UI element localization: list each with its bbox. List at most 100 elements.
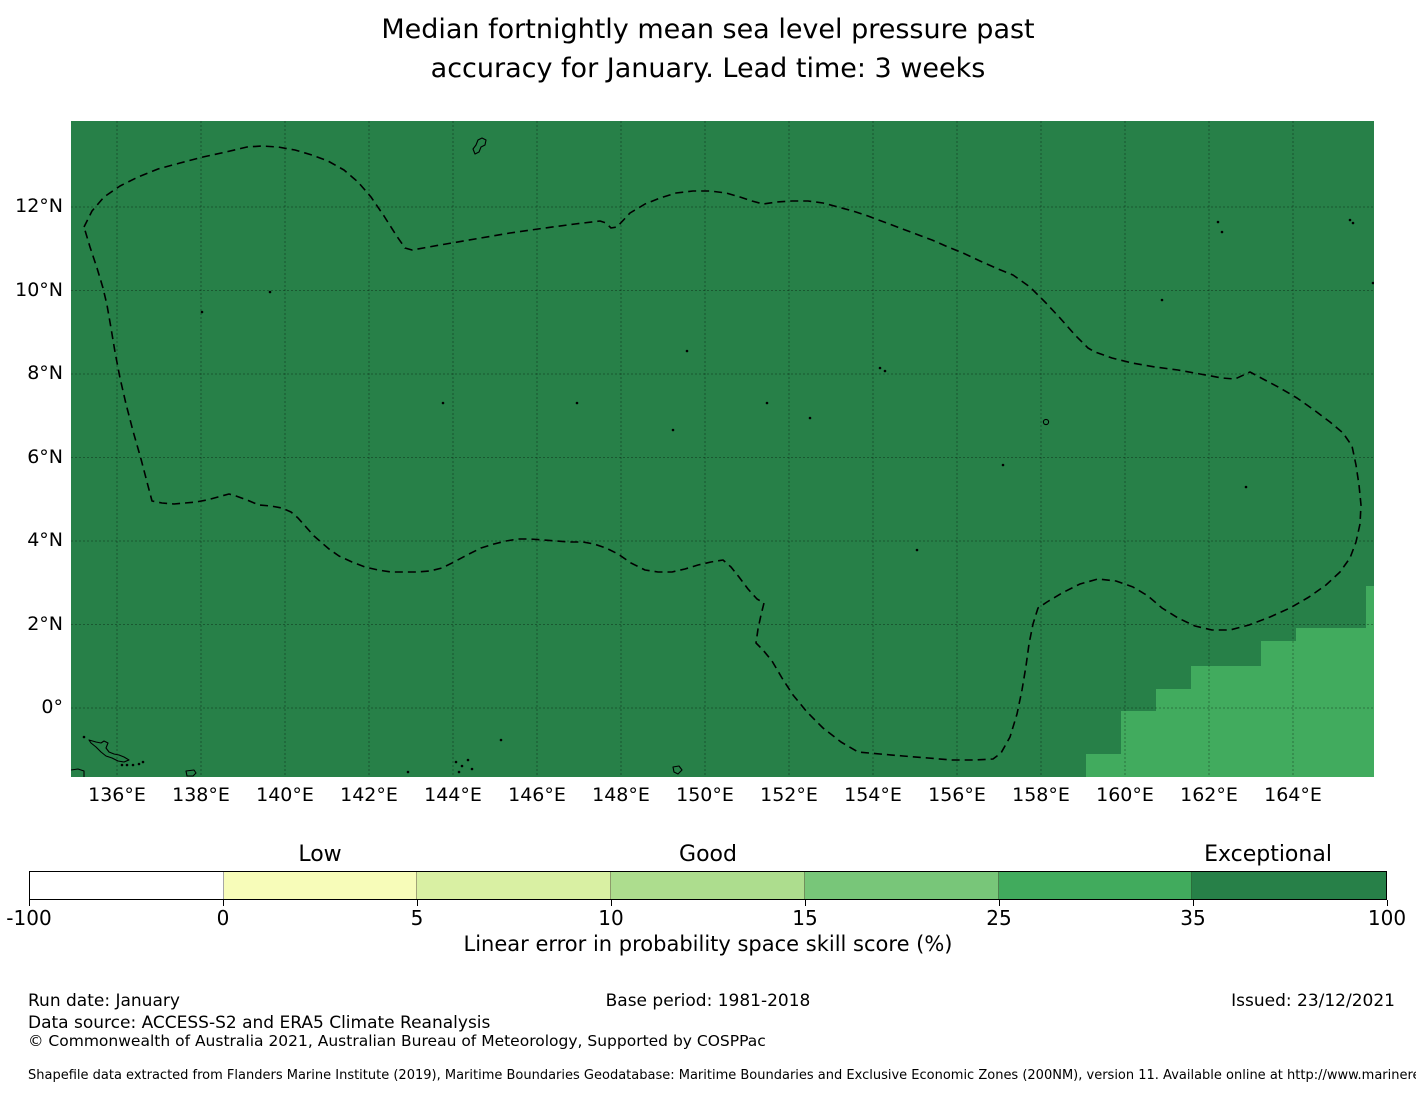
colorbar-tick-label: 25: [986, 906, 1012, 930]
colorbar-tick-mark: [223, 900, 225, 906]
island-dot: [883, 369, 887, 373]
chart-title: Median fortnightly mean sea level pressu…: [0, 10, 1416, 88]
map-plot: [70, 121, 1375, 777]
chart-title-line1: Median fortnightly mean sea level pressu…: [381, 14, 1035, 45]
x-tick-label: 160°E: [1096, 784, 1154, 806]
colorbar-tick-mark: [805, 900, 807, 906]
map-fill-exceptional: [71, 121, 1374, 777]
coastline-fragment-southwest: [70, 768, 85, 777]
colorbar-segment: [417, 872, 612, 899]
island-dot: [1348, 218, 1352, 222]
y-tick-label: 10°N: [15, 278, 63, 301]
coastline-fragment-island: [185, 769, 197, 777]
x-tick-label: 152°E: [760, 784, 818, 806]
footer-base-period: Base period: 1981-2018: [605, 991, 811, 1011]
guam-island-outline: [472, 137, 487, 155]
island-dot: [878, 366, 882, 370]
colorbar-tick-label: 100: [1367, 906, 1407, 930]
x-tick-label: 148°E: [592, 784, 650, 806]
y-tick-label: 12°N: [15, 195, 63, 217]
y-tick-label: 6°N: [27, 445, 63, 468]
island-dot: [200, 310, 204, 314]
colorbar-segment: [998, 872, 1193, 899]
x-tick-label: 146°E: [508, 784, 566, 806]
map-svg: [70, 121, 1375, 777]
island-dot: [406, 770, 410, 774]
island-dot: [141, 760, 145, 764]
colorbar-tick-mark: [29, 900, 31, 906]
colorbar-tick-mark: [417, 900, 419, 906]
island-dot: [1216, 220, 1220, 224]
x-tick-label: 142°E: [340, 784, 398, 806]
map-fill-25-35-region: [1086, 586, 1374, 777]
x-tick-label: 138°E: [172, 784, 230, 806]
island-dot: [685, 349, 689, 353]
island-dot: [125, 763, 129, 767]
island-dot: [1001, 463, 1005, 467]
new-hanover-island-outline: [88, 739, 130, 763]
y-tick-label: 8°N: [27, 362, 63, 384]
colorbar-tick-mark: [1193, 900, 1195, 906]
footer-run-date: Run date: January: [28, 991, 180, 1011]
x-tick-label: 144°E: [424, 784, 482, 806]
island-dot: [1351, 221, 1355, 225]
colorbar-tick-label: -100: [6, 906, 52, 930]
chart-title-line2: accuracy for January. Lead time: 3 weeks: [430, 53, 986, 84]
island-dot: [131, 763, 135, 767]
small-island-dots: [82, 218, 1375, 774]
colorbar: [29, 871, 1387, 900]
colorbar-tick-mark: [1387, 900, 1389, 906]
island-dot: [470, 767, 474, 771]
island-dot: [1160, 298, 1164, 302]
colorbar-segment: [30, 872, 224, 899]
island-dot: [1220, 230, 1224, 234]
x-tick-label: 156°E: [928, 784, 986, 806]
colorbar-category-label: Good: [679, 842, 737, 867]
colorbar-tick-label: 35: [1180, 906, 1206, 930]
colorbar-segment: [611, 872, 805, 899]
x-tick-label: 150°E: [676, 784, 734, 806]
colorbar-category-label: Low: [298, 842, 342, 867]
colorbar-segment: [223, 872, 418, 899]
footer-data-source: Data source: ACCESS-S2 and ERA5 Climate …: [28, 1013, 491, 1033]
island-dot: [82, 735, 86, 739]
colorbar-category-label: Exceptional: [1204, 842, 1332, 867]
island-dot: [1371, 281, 1375, 285]
colorbar-tick-mark: [611, 900, 613, 906]
island-dot: [466, 758, 470, 762]
island-dot: [137, 762, 141, 766]
colorbar-segment: [1192, 872, 1387, 899]
footer-issued-date: Issued: 23/12/2021: [1231, 991, 1395, 1011]
x-tick-label: 140°E: [256, 784, 314, 806]
island-dot: [460, 764, 464, 768]
x-tick-label: 158°E: [1012, 784, 1070, 806]
y-tick-label: 4°N: [27, 529, 63, 551]
y-tick-label: 0°: [41, 696, 63, 718]
island-dot: [808, 416, 812, 420]
island-dot: [915, 548, 919, 552]
graticule-grid: [71, 121, 1374, 777]
island-dot: [1244, 485, 1248, 489]
x-tick-label: 162°E: [1180, 784, 1238, 806]
colorbar-tick-label: 0: [216, 906, 230, 930]
island-coastlines: [70, 137, 1050, 777]
x-tick-label: 164°E: [1264, 784, 1322, 806]
island-dot: [457, 770, 461, 774]
footer-copyright: © Commonwealth of Australia 2021, Austra…: [28, 1032, 766, 1050]
island-dot: [441, 401, 445, 405]
island-dot: [575, 401, 579, 405]
colorbar-axis-label: Linear error in probability space skill …: [463, 932, 953, 956]
coastline-fragment-bottom: [672, 765, 683, 775]
island-dot: [268, 290, 272, 294]
footer-shapefile-attribution: Shapefile data extracted from Flanders M…: [28, 1068, 1416, 1083]
y-tick-label: 2°N: [27, 612, 63, 635]
pohnpei-island-ring: [1042, 418, 1050, 426]
colorbar-tick-label: 10: [598, 906, 624, 930]
colorbar-tick-label: 15: [792, 906, 818, 930]
island-dot: [765, 401, 769, 405]
colorbar-tick-label: 5: [410, 906, 424, 930]
island-dot: [499, 738, 503, 742]
colorbar-tick-mark: [999, 900, 1001, 906]
island-dot: [671, 428, 675, 432]
